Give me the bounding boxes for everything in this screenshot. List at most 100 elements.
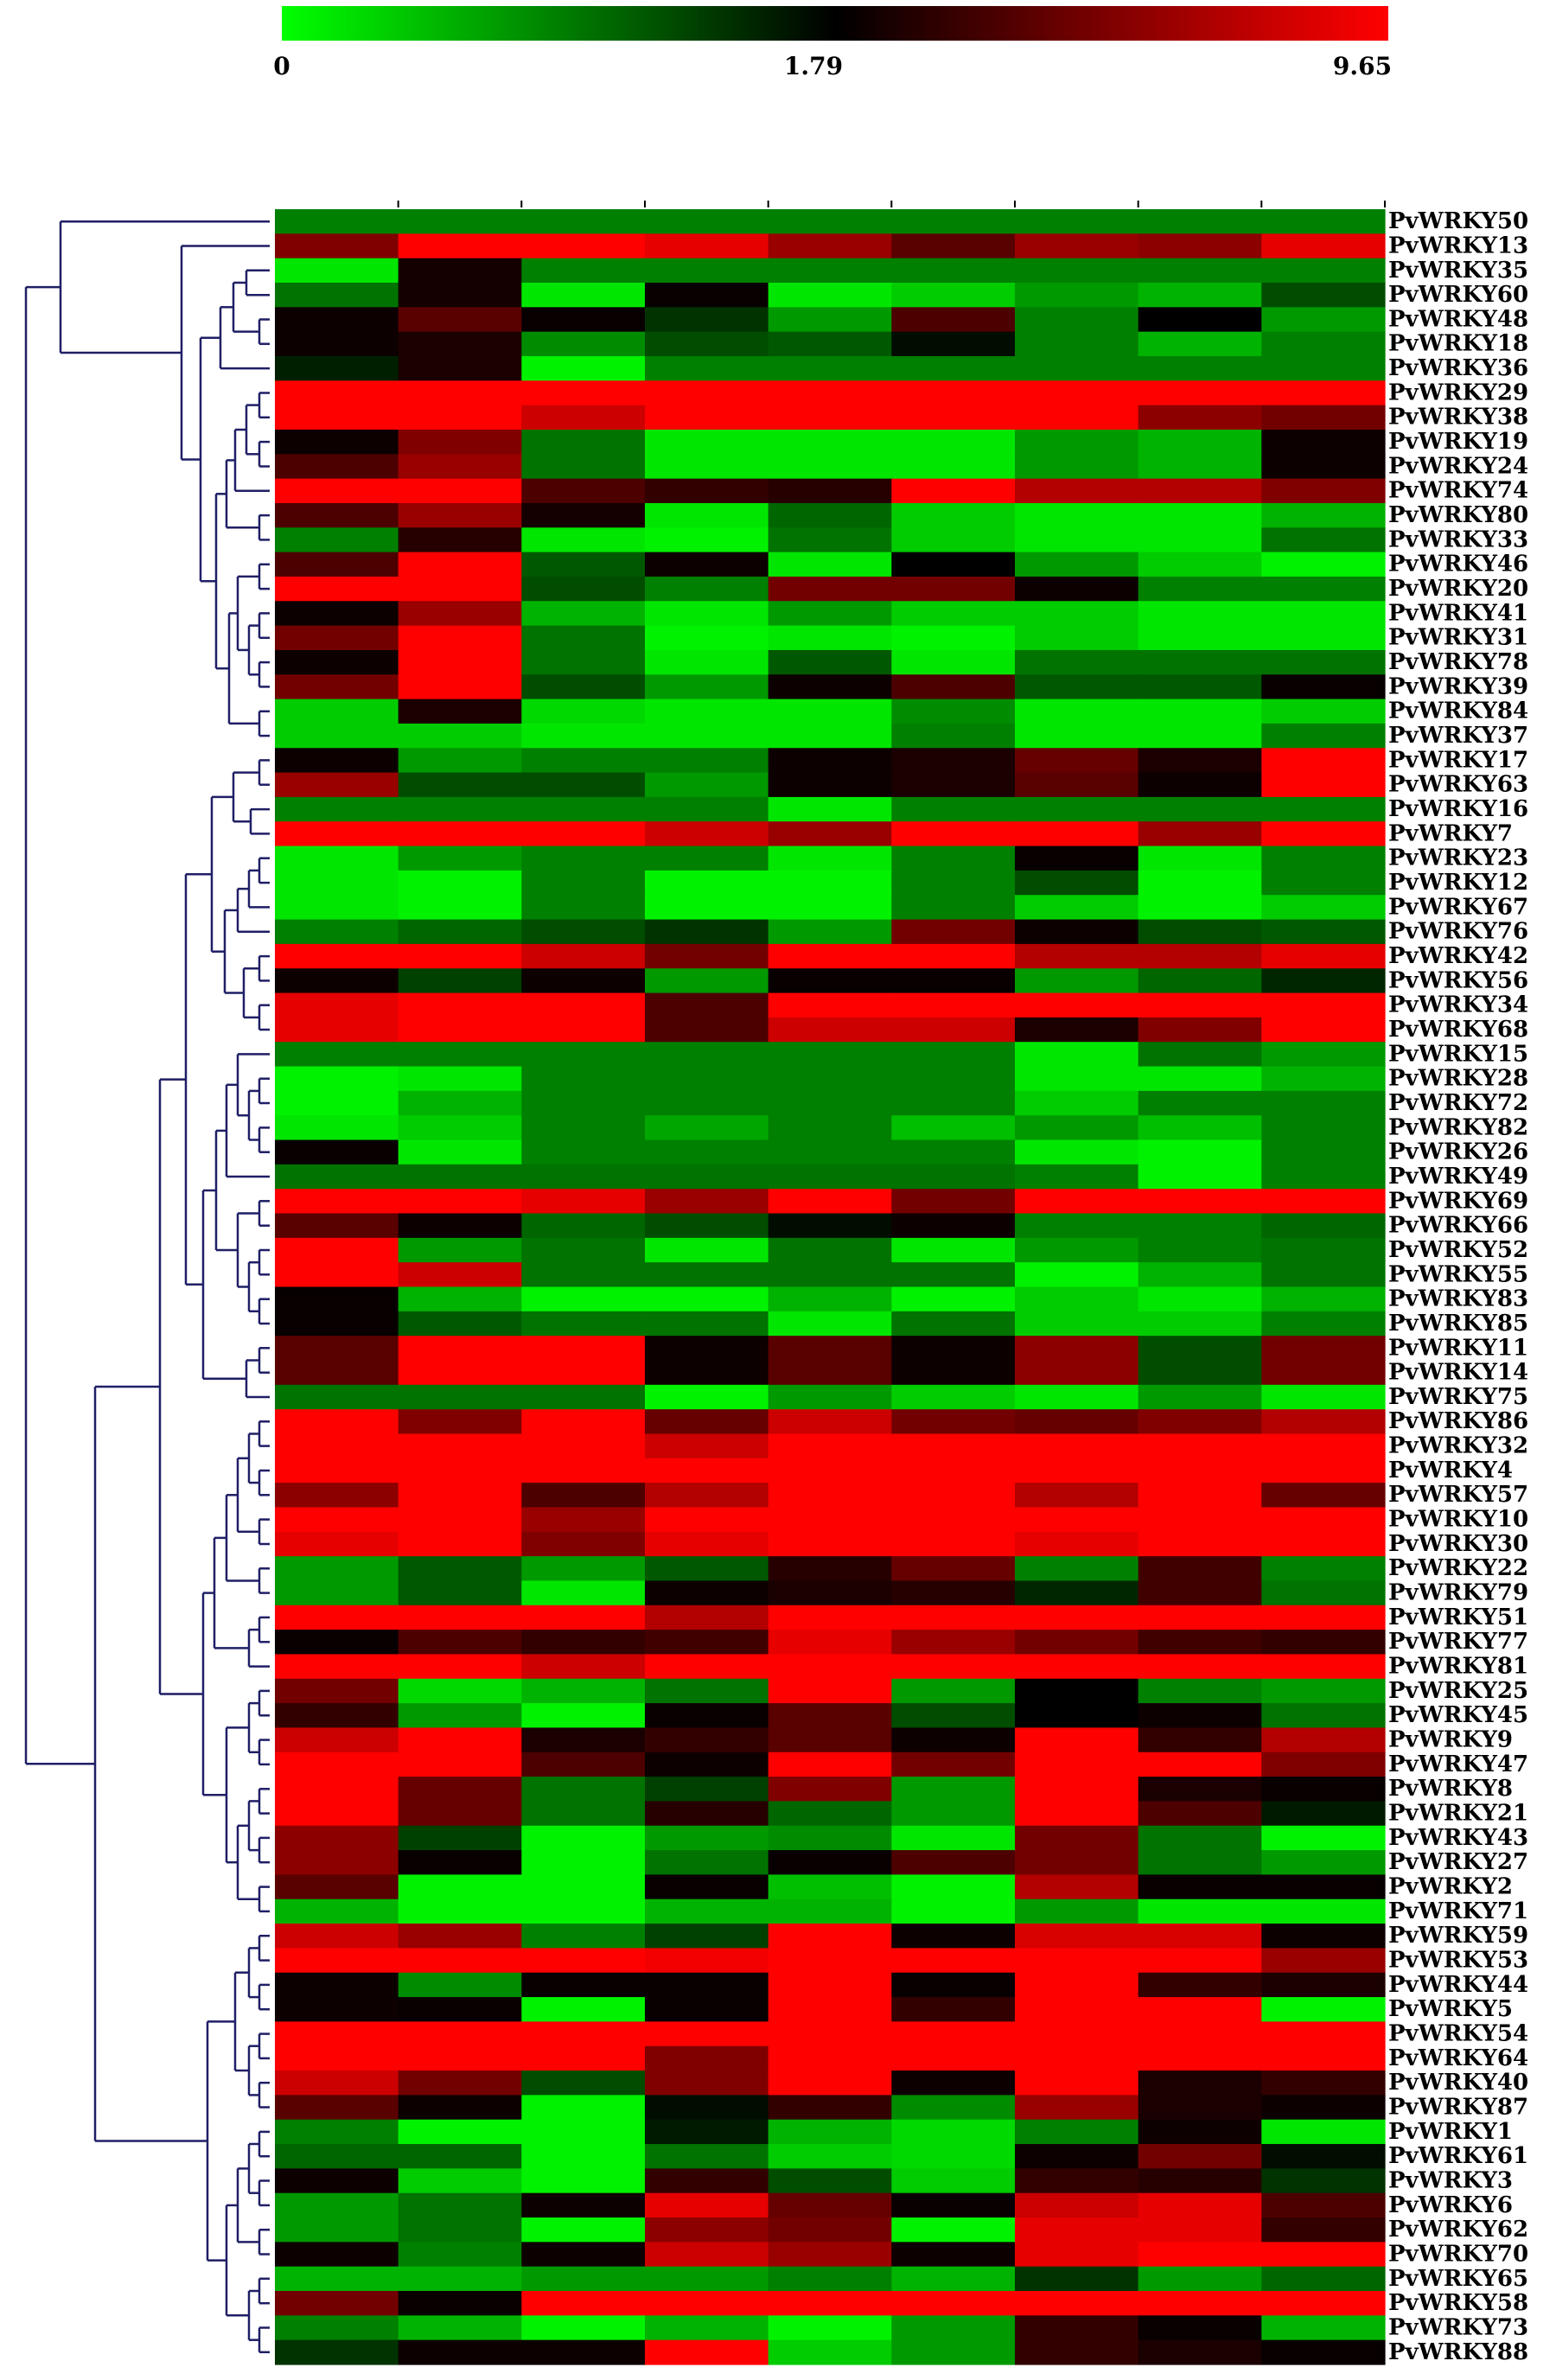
heatmap-cell <box>521 601 646 627</box>
heatmap-cell <box>1261 845 1386 871</box>
heatmap-cell <box>645 796 769 822</box>
heatmap-cell <box>398 307 522 333</box>
heatmap-cell <box>645 1874 769 1900</box>
row-label: PvWRKY60 <box>1388 282 1528 308</box>
heatmap-cell <box>891 1458 1016 1484</box>
heatmap-cell <box>768 1384 892 1410</box>
row-label: PvWRKY16 <box>1388 796 1528 822</box>
heatmap-cell <box>398 1948 522 1974</box>
heatmap-cell <box>275 1433 399 1459</box>
heatmap-cell <box>275 968 399 994</box>
heatmap-cell <box>1138 380 1262 406</box>
heatmap-cell <box>275 1703 399 1729</box>
heatmap-cell <box>645 2071 769 2096</box>
heatmap-cell <box>1015 845 1139 871</box>
heatmap-cell <box>1015 992 1139 1018</box>
heatmap-cell <box>891 625 1016 651</box>
row-label: PvWRKY42 <box>1388 943 1528 969</box>
heatmap-cell <box>398 331 522 357</box>
heatmap-cell <box>1138 2339 1262 2365</box>
heatmap-cell <box>275 380 399 406</box>
heatmap-cell <box>891 1115 1016 1141</box>
heatmap-cell <box>1015 355 1139 381</box>
heatmap-cell <box>768 1703 892 1729</box>
row-label: PvWRKY2 <box>1388 1874 1513 1900</box>
heatmap-cell <box>1138 845 1262 871</box>
row-label: PvWRKY26 <box>1388 1139 1528 1165</box>
heatmap-cell <box>1138 2242 1262 2268</box>
heatmap-cell <box>1261 895 1386 921</box>
heatmap-cell <box>1138 2266 1262 2292</box>
heatmap-cell <box>1015 1237 1139 1263</box>
heatmap-cell <box>768 2071 892 2096</box>
heatmap-cell <box>275 478 399 504</box>
heatmap-cell <box>891 1189 1016 1215</box>
heatmap-cell <box>275 576 399 602</box>
heatmap-cell <box>1138 1458 1262 1484</box>
heatmap-cell <box>275 699 399 724</box>
row-label: PvWRKY56 <box>1388 967 1528 993</box>
heatmap-cell <box>645 870 769 896</box>
heatmap-cell <box>891 699 1016 724</box>
heatmap-cell <box>1015 1777 1139 1803</box>
heatmap-cell <box>275 552 399 577</box>
heatmap-cell <box>1015 1972 1139 1998</box>
colorbar: 0 1.79 9.65 <box>273 6 1392 80</box>
heatmap-cell <box>1015 258 1139 284</box>
heatmap-cell <box>645 1139 769 1165</box>
heatmap-cell <box>891 209 1016 234</box>
heatmap-cell <box>521 1752 646 1777</box>
heatmap-cell <box>768 233 892 259</box>
heatmap-cell <box>1261 1801 1386 1827</box>
heatmap-cell <box>521 1777 646 1803</box>
heatmap-cell <box>768 649 892 675</box>
heatmap-cell <box>275 1507 399 1533</box>
heatmap-cell <box>1261 2217 1386 2243</box>
heatmap-cell <box>768 1115 892 1141</box>
heatmap-cell <box>768 968 892 994</box>
heatmap-cell <box>768 2144 892 2169</box>
heatmap-cell <box>275 992 399 1018</box>
heatmap-cell <box>1015 2339 1139 2365</box>
heatmap-cell <box>398 2339 522 2365</box>
heatmap-cell <box>1138 1556 1262 1582</box>
heatmap-cell <box>1138 527 1262 553</box>
row-label: PvWRKY20 <box>1388 576 1528 602</box>
heatmap-cell <box>521 895 646 921</box>
heatmap-cell <box>521 1409 646 1435</box>
heatmap-cell <box>1261 454 1386 480</box>
heatmap-cell <box>1015 1213 1139 1239</box>
heatmap-cell <box>645 454 769 480</box>
heatmap-cell <box>1138 429 1262 455</box>
heatmap-cell <box>768 1189 892 1215</box>
heatmap-cell <box>1138 1850 1262 1876</box>
heatmap-cell <box>1261 2021 1386 2047</box>
heatmap-cell <box>645 527 769 553</box>
row-label: PvWRKY64 <box>1388 2045 1528 2071</box>
heatmap-cell <box>768 2242 892 2268</box>
heatmap-cell <box>645 1507 769 1533</box>
heatmap-cell <box>891 1948 1016 1974</box>
heatmap-cell <box>768 355 892 381</box>
heatmap-cell <box>768 1164 892 1190</box>
heatmap-cell <box>398 1874 522 1900</box>
heatmap-cell <box>1261 1531 1386 1557</box>
heatmap-cell <box>1261 1090 1386 1116</box>
heatmap-cell <box>1261 649 1386 675</box>
row-label: PvWRKY29 <box>1388 380 1528 405</box>
heatmap-cell <box>1138 355 1262 381</box>
heatmap-cell <box>1261 1850 1386 1876</box>
heatmap-cell <box>1138 1213 1262 1239</box>
heatmap-cell <box>768 576 892 602</box>
heatmap-cell <box>1261 1262 1386 1288</box>
heatmap-cell <box>1261 380 1386 406</box>
heatmap-cell <box>768 992 892 1018</box>
heatmap-cell <box>891 1409 1016 1435</box>
heatmap-cell <box>1138 2315 1262 2341</box>
heatmap-cell <box>398 502 522 528</box>
heatmap-cell <box>891 1262 1016 1288</box>
heatmap-cell <box>1015 1483 1139 1509</box>
heatmap-cell <box>1261 502 1386 528</box>
heatmap-cell <box>768 2021 892 2047</box>
